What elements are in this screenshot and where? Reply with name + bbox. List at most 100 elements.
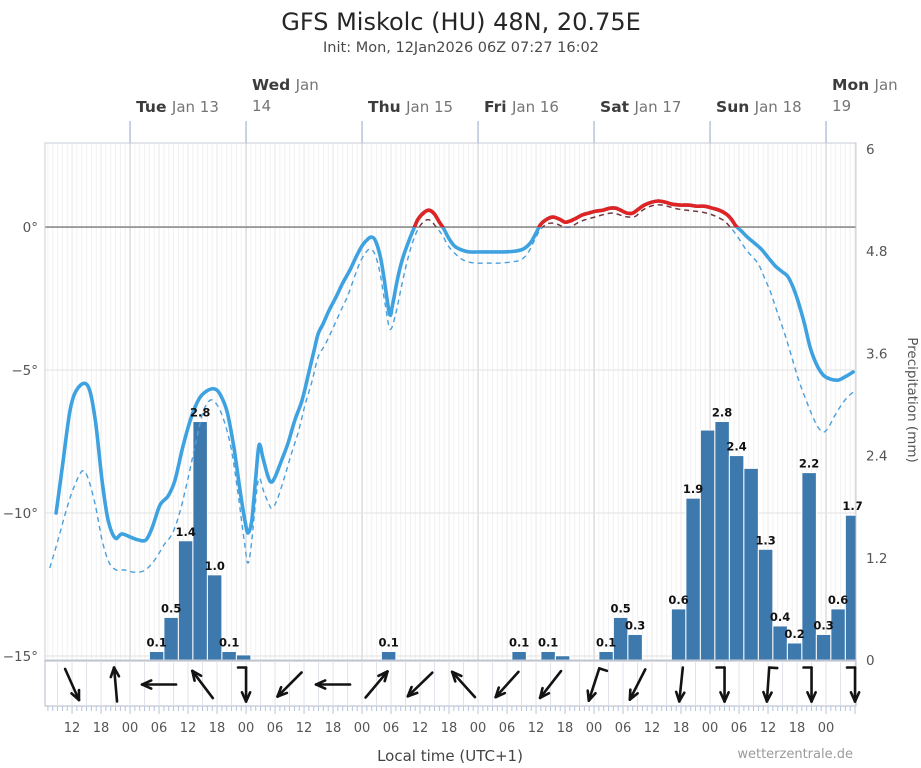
wind-arrow-shaft: [364, 670, 389, 699]
time-tick-label: 18: [441, 721, 458, 736]
wind-arrow-shaft: [276, 671, 303, 698]
wind-arrow-head: [538, 691, 551, 700]
time-tick-label: 12: [528, 721, 545, 736]
wind-arrow-shaft: [450, 670, 477, 699]
precip-bar: [627, 633, 643, 660]
wind-arrow: [450, 670, 477, 699]
precip-bar-value: 1.7: [842, 499, 862, 513]
time-tick-label: 18: [789, 721, 806, 736]
time-tick-label: 12: [760, 721, 777, 736]
wind-arrow-head: [140, 683, 153, 690]
wind-arrow-head: [587, 691, 597, 702]
wind-arrow: [314, 679, 352, 690]
time-tick-label: 00: [818, 721, 835, 736]
wind-arrow-shaft: [63, 667, 81, 702]
time-axis-title: Local time (UTC+1): [377, 747, 523, 765]
wind-arrow-head: [406, 691, 419, 698]
wind-arrow-head: [450, 670, 457, 683]
precip-bar-value: 0.1: [596, 635, 616, 649]
precip-bar-value: 0.1: [219, 635, 239, 649]
precip-tick-label: 4.8: [866, 244, 887, 260]
chart-subtitle: Init: Mon, 12Jan2026 06Z 07:27 16:02: [323, 40, 599, 56]
wind-arrow-shaft: [628, 668, 647, 701]
precip-bar-value: 0.2: [784, 627, 804, 641]
left-temperature-axis: 0° −5° −10° −15°: [3, 220, 38, 665]
wind-arrow-head: [723, 691, 730, 703]
right-precipitation-axis: 6 4.8 3.6 2.4 1.2 0: [866, 142, 887, 669]
time-tick-label: 12: [644, 721, 661, 736]
temp-curve-solid-above-zero: [412, 199, 740, 228]
wind-arrow: [276, 671, 303, 698]
wind-arrow: [191, 669, 215, 700]
precip-bar-value: 0.5: [610, 601, 630, 615]
day-label: Mon Jan 19: [832, 76, 898, 115]
precip-bar-value: 0.3: [813, 618, 833, 632]
time-tick-label: 18: [93, 721, 110, 736]
precip-bar-value: 0.3: [625, 618, 645, 632]
temp-tick-label: 0°: [23, 220, 38, 236]
wind-arrow-hook: [597, 667, 609, 673]
precip-bar-value: 2.4: [726, 440, 746, 454]
day-label: Tue Jan 13: [136, 98, 219, 116]
day-label: Thu Jan 15: [368, 98, 453, 116]
precip-bar: [685, 497, 701, 660]
precip-bar: [511, 650, 527, 660]
wind-arrow: [236, 666, 252, 703]
time-tick-label: 18: [325, 721, 342, 736]
day-label: Sat Jan 17: [600, 98, 681, 116]
precip-bar-value: 0.1: [146, 635, 166, 649]
wind-arrow: [586, 667, 609, 702]
precip-bar: [206, 574, 223, 660]
precip-bar: [714, 421, 730, 660]
plot-frame: [44, 142, 857, 661]
wind-arrow-shaft: [538, 669, 563, 700]
precip-bar: [728, 455, 745, 660]
bottom-time-axis: 12 18 00 06 12 18 00 06 12 18 00 06 12 18 00 06 12 18 00 06…: [47, 706, 856, 736]
precip-bar-value: 0.1: [509, 635, 529, 649]
time-tick-label: 18: [557, 721, 574, 736]
precip-bar: [380, 650, 397, 660]
precip-tick-label: 2.4: [866, 449, 887, 465]
day-label: Fri Jan 16: [484, 98, 559, 116]
temp-tick-label: −15°: [3, 649, 38, 665]
precip-bar-value: 0.1: [538, 635, 558, 649]
precip-bar: [815, 633, 832, 660]
precip-bar: [844, 514, 856, 660]
time-tick-label: 12: [296, 721, 313, 736]
wind-arrow: [494, 670, 520, 699]
wind-arrow-head: [314, 683, 327, 690]
precip-bar: [786, 642, 803, 660]
precipitation-bar-labels: 0.1 0.5 1.4 2.8 1.0 0.1 0.1 0.1 0.1 0.1 0.5 0.3 0.6 1…: [146, 406, 862, 650]
time-tick-label: 06: [499, 721, 516, 736]
plot-border: [44, 142, 857, 661]
precip-bar-value: 0.4: [770, 610, 790, 624]
precip-bar-value: 0.6: [828, 593, 848, 607]
time-tick-label: 00: [122, 721, 139, 736]
time-tick-label: 00: [702, 721, 719, 736]
wind-arrow-head: [810, 691, 817, 703]
precip-bar: [540, 650, 556, 660]
wind-arrow-head: [853, 691, 861, 703]
wind-arrow: [109, 666, 121, 703]
wind-arrow-head: [109, 666, 116, 679]
precipitation-bars: [148, 421, 856, 660]
time-tick-label: 18: [673, 721, 690, 736]
time-tick-label: 12: [412, 721, 429, 736]
precip-bar: [801, 472, 817, 660]
precip-bar: [830, 608, 846, 660]
day-label: Wed Jan 14: [252, 76, 319, 115]
wind-arrow-head: [765, 691, 773, 703]
precip-bar: [177, 540, 194, 660]
wind-arrow-head: [244, 691, 252, 703]
precip-bar: [221, 650, 237, 660]
precip-bar-value: 1.3: [755, 533, 775, 547]
time-tick-label: 06: [615, 721, 632, 736]
wind-arrow: [715, 666, 730, 703]
wind-arrow-head: [677, 691, 686, 703]
precip-bar-value: 2.2: [799, 457, 819, 471]
wind-arrow-shaft: [494, 670, 520, 699]
precip-bar-value: 1.4: [175, 525, 195, 539]
precip-bar: [598, 650, 614, 660]
time-tick-label: 06: [151, 721, 168, 736]
